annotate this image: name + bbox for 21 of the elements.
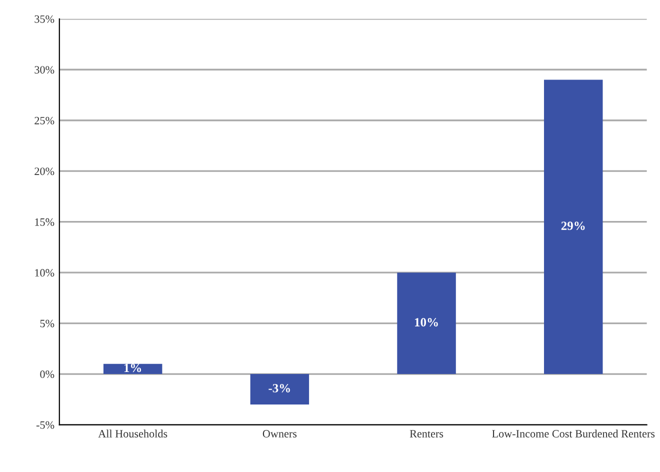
y-tick-label: 25% (34, 116, 54, 124)
x-tick-label: All Households (98, 430, 168, 438)
y-tick-label: 15% (35, 218, 54, 226)
y-tick-label: 10% (35, 269, 54, 277)
bar (103, 364, 162, 374)
bar (397, 272, 456, 374)
x-tick-label: Owners (262, 430, 297, 438)
y-tick-label: -5% (36, 421, 54, 429)
y-tick-label: 30% (34, 66, 54, 74)
bar (544, 80, 603, 374)
data-label: 29% (561, 222, 585, 230)
y-tick-label: 5% (40, 320, 54, 328)
data-label: -3% (268, 384, 290, 392)
data-label: 10% (415, 318, 438, 326)
y-tick-label: 0% (40, 370, 54, 378)
bar (250, 374, 310, 405)
y-tick-label: 35% (34, 15, 54, 23)
x-tick-label: Renters (410, 430, 444, 438)
y-tick-label: 20% (34, 168, 54, 176)
data-label: 1% (124, 364, 142, 372)
x-tick-label: Low-Income Cost Burdened Renters (492, 430, 655, 438)
